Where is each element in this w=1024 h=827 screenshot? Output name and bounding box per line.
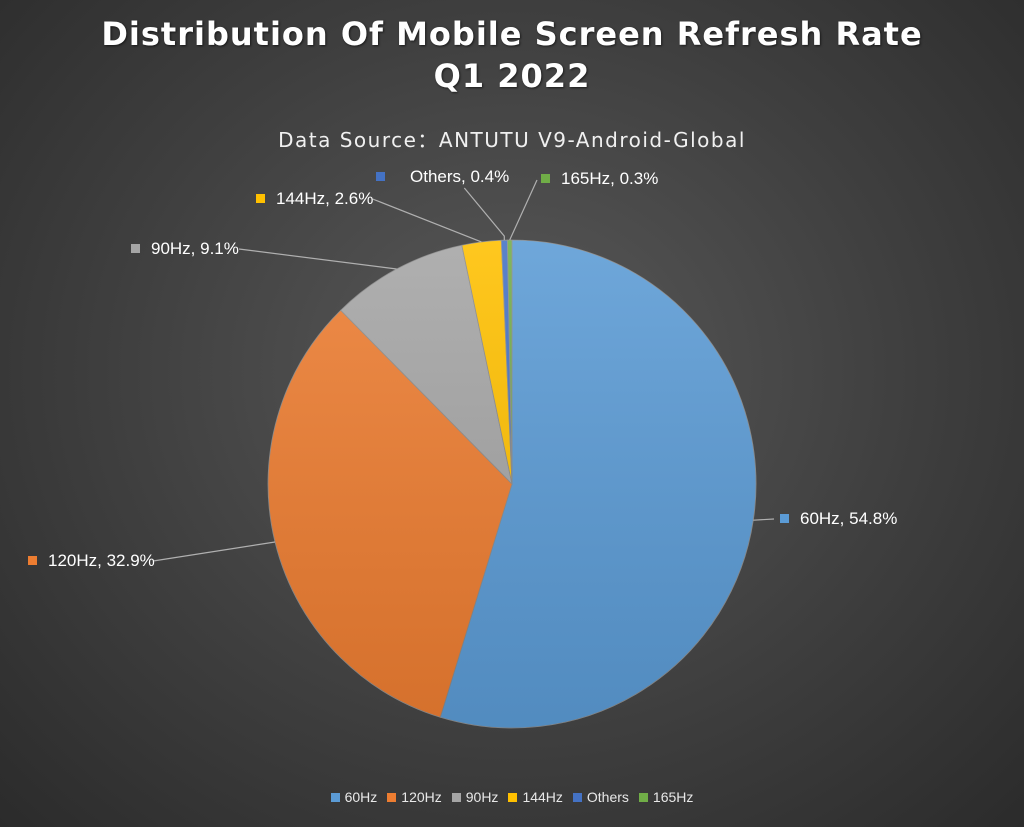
data-label-swatch-165hz — [541, 174, 550, 183]
data-label-60hz: 60Hz, 54.8% — [800, 509, 897, 528]
legend-label-144hz: 144Hz — [522, 789, 563, 805]
data-label-90hz: 90Hz, 9.1% — [151, 239, 239, 258]
legend-label-165hz: 165Hz — [652, 789, 694, 805]
leader-line-144hz — [372, 198, 482, 243]
leader-line-120hz — [153, 541, 276, 562]
data-label-144hz: 144Hz, 2.6% — [276, 189, 373, 208]
legend-swatch-90hz — [451, 792, 461, 802]
legend-swatch-others — [572, 792, 582, 802]
leader-line-others — [463, 187, 505, 241]
legend-item-165hz: 165Hz — [638, 789, 694, 805]
leader-line-60hz — [753, 518, 775, 521]
data-label-others: Others, 0.4% — [410, 167, 509, 186]
legend-swatch-165hz — [638, 792, 648, 802]
legend-label-others: Others — [586, 789, 629, 805]
legend-item-others: Others — [572, 789, 629, 805]
legend-swatch-144hz — [508, 792, 518, 802]
data-label-swatch-90hz — [131, 244, 140, 253]
legend-label-60hz: 60Hz — [344, 789, 378, 805]
legend-item-144hz: 144Hz — [508, 789, 563, 805]
legend-swatch-60hz — [330, 792, 340, 802]
legend-item-60hz: 60Hz — [330, 789, 378, 805]
leader-line-90hz — [238, 248, 397, 270]
legend-label-90hz: 90Hz — [465, 789, 499, 805]
legend-label-120hz: 120Hz — [401, 789, 442, 805]
data-label-swatch-120hz — [28, 556, 37, 565]
data-label-120hz: 120Hz, 32.9% — [48, 551, 155, 570]
legend-swatch-120hz — [387, 792, 397, 802]
legend-item-120hz: 120Hz — [387, 789, 442, 805]
chart-title-line-2: Q1 2022 — [433, 57, 591, 95]
data-label-swatch-60hz — [780, 514, 789, 523]
leader-line-165hz — [509, 179, 538, 241]
data-label-165hz: 165Hz, 0.3% — [561, 169, 658, 188]
data-label-swatch-144hz — [256, 194, 265, 203]
data-label-swatch-others — [376, 172, 385, 181]
chart-title-line-1: Distribution Of Mobile Screen Refresh Ra… — [101, 15, 923, 53]
chart-subtitle: Data Source：ANTUTU V9-Android-Global — [278, 128, 746, 152]
chart-legend: 60Hz 120Hz 90Hz 144Hz Others 165Hz — [0, 789, 1024, 805]
legend-item-90hz: 90Hz — [451, 789, 499, 805]
